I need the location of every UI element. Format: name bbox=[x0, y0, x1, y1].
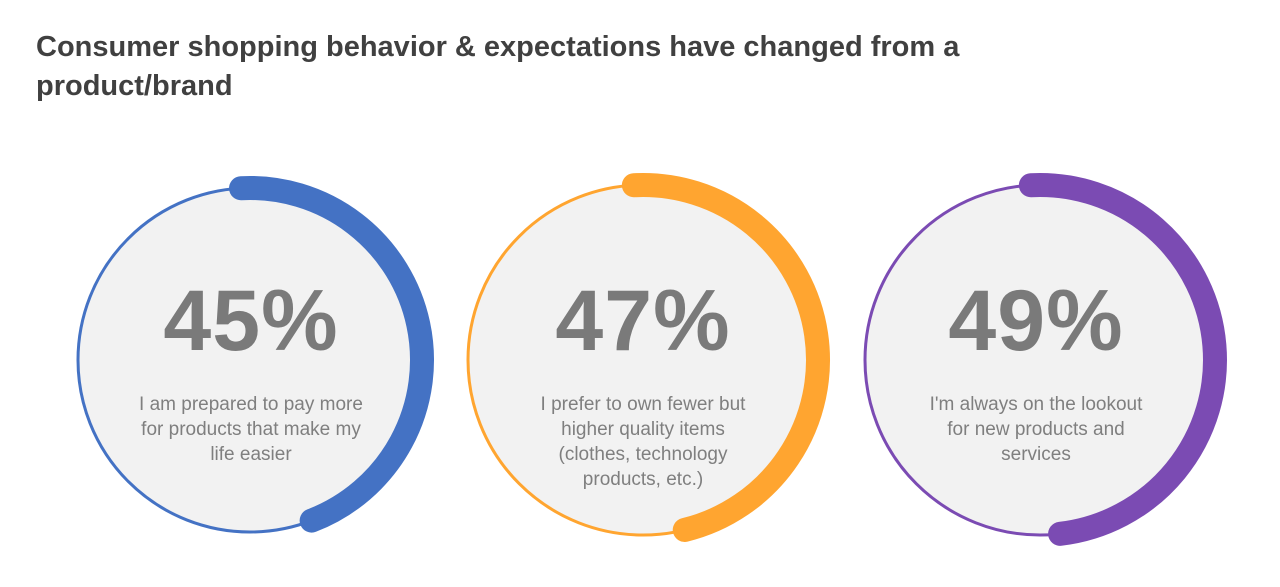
stat-caption: I'm always on the lookout for new produc… bbox=[929, 394, 1143, 465]
stat-ring-3 bbox=[863, 173, 1227, 546]
stat-ring-1 bbox=[76, 176, 434, 534]
progress-arc bbox=[1018, 173, 1227, 546]
stat-value: 45% bbox=[163, 273, 339, 369]
stat-caption: I prefer to own fewer but higher quality… bbox=[540, 394, 746, 490]
stat-block-3: 49% I'm always on the lookout for new pr… bbox=[916, 278, 1156, 467]
page-title: Consumer shopping behavior & expectation… bbox=[36, 31, 960, 102]
progress-arc bbox=[229, 176, 434, 533]
stat-ring-2 bbox=[466, 173, 830, 542]
stat-value: 49% bbox=[948, 273, 1124, 369]
stat-caption: I am prepared to pay more for products t… bbox=[139, 394, 363, 465]
stat-block-2: 47% I prefer to own fewer but higher qua… bbox=[523, 278, 763, 492]
stat-block-1: 45% I am prepared to pay more for produc… bbox=[131, 278, 371, 467]
stat-value: 47% bbox=[555, 273, 731, 369]
progress-arc bbox=[621, 173, 830, 542]
